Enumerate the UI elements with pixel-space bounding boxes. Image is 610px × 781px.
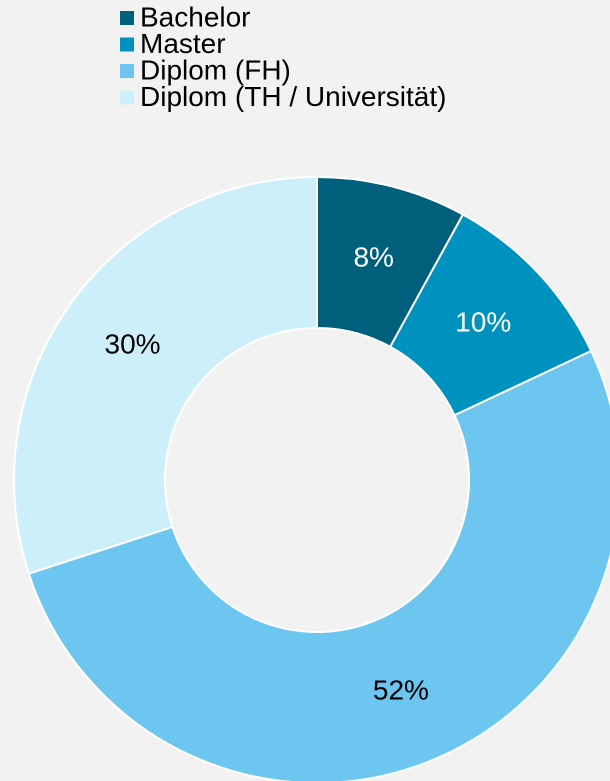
data-label: 8% <box>353 242 393 273</box>
legend-swatch <box>120 90 134 105</box>
data-label: 30% <box>105 328 161 359</box>
legend-swatch <box>120 64 134 78</box>
legend-label: Master <box>140 28 226 59</box>
data-label: 52% <box>373 674 429 705</box>
legend-label: Diplom (FH) <box>140 54 291 85</box>
donut-segment <box>13 175 318 575</box>
legend-label: Diplom (TH / Universität) <box>140 81 446 112</box>
donut-segment <box>27 349 610 781</box>
legend-swatch <box>120 37 134 52</box>
legend-swatch <box>120 11 134 25</box>
data-label: 10% <box>455 306 511 337</box>
legend-label: Bachelor <box>140 1 251 32</box>
